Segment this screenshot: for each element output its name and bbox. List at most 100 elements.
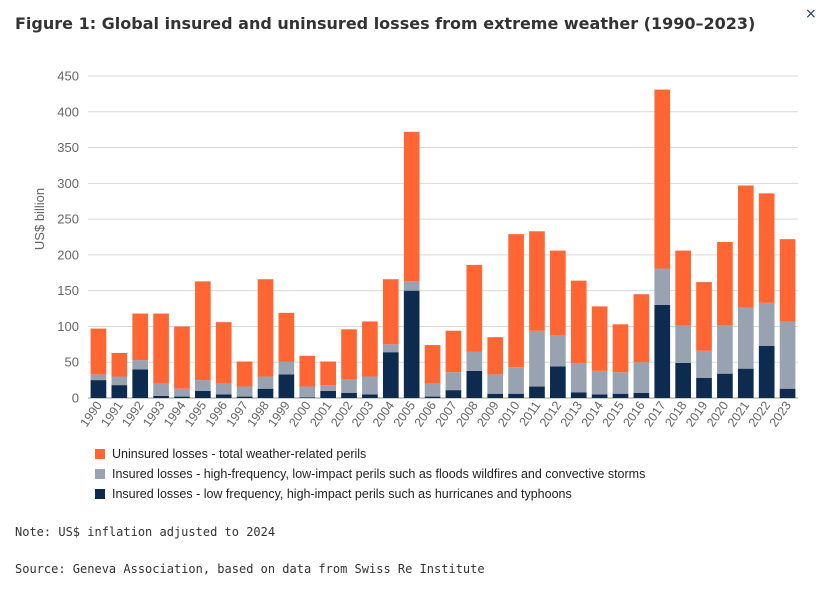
bar-segment-2013-2	[570, 280, 587, 363]
bar-segment-1995-2	[195, 281, 211, 381]
x-tick-label-2003: 2003	[349, 399, 376, 430]
x-tick-label-2002: 2002	[328, 399, 355, 430]
bar-segment-2015-2	[612, 324, 629, 373]
bar-segment-2005-2	[403, 131, 420, 282]
x-tick-label-1999: 1999	[265, 399, 292, 430]
y-tick-label: 100	[57, 319, 79, 334]
bar-segment-2023-0	[779, 388, 796, 398]
bar-segment-2015-1	[612, 372, 629, 394]
bar-segment-1990-1	[90, 374, 107, 381]
close-icon[interactable]: ×	[805, 6, 817, 22]
legend-swatch-uninsured	[95, 449, 105, 459]
bar-segment-1994-0	[174, 396, 190, 398]
bar-segment-1997-2	[236, 361, 253, 387]
bar-segment-2000-0	[299, 397, 316, 398]
x-axis-ticks: 1990199119921993199419951996199719981999…	[77, 399, 794, 430]
bar-segment-2010-2	[508, 234, 524, 368]
bar-segment-2012-2	[550, 250, 566, 336]
y-axis-ticks: 0 50 100 150 200 250 300 350 400 450	[57, 69, 79, 406]
note-text: Note: US$ inflation adjusted to 2024	[15, 525, 276, 539]
bar-segment-2019-0	[696, 377, 712, 398]
bar-segment-2012-0	[550, 366, 566, 398]
bar-segment-2006-0	[424, 396, 441, 398]
bar-segment-2002-1	[341, 379, 357, 393]
bar-segment-2020-2	[717, 242, 733, 326]
bar-segment-2003-0	[362, 394, 378, 398]
bar-segment-2006-2	[424, 345, 441, 384]
x-tick-label-1997: 1997	[224, 399, 251, 430]
bar-segment-2001-0	[320, 390, 336, 398]
bars	[90, 89, 796, 398]
bar-segment-1992-2	[132, 313, 149, 361]
y-tick-label: 450	[57, 69, 79, 84]
bar-segment-1998-0	[257, 388, 274, 398]
legend-swatch-insured-high-frequency	[95, 469, 105, 479]
y-tick-label: 350	[57, 140, 79, 155]
x-tick-label-1990: 1990	[77, 399, 104, 430]
x-tick-label-2001: 2001	[307, 399, 334, 430]
bar-segment-2023-1	[779, 321, 796, 389]
x-tick-label-1995: 1995	[182, 399, 209, 430]
bar-segment-2005-1	[403, 281, 420, 291]
bar-segment-2009-2	[487, 337, 504, 375]
bar-segment-2018-2	[675, 250, 691, 326]
bar-segment-2003-2	[362, 321, 378, 377]
y-tick-label: 250	[57, 212, 79, 227]
x-tick-label-1991: 1991	[98, 399, 125, 430]
bar-segment-1991-1	[111, 376, 128, 386]
bar-segment-1991-2	[111, 352, 128, 377]
bar-segment-2020-1	[717, 325, 733, 374]
legend-label-insured-high-frequency: Insured losses - high-frequency, low-imp…	[112, 467, 646, 481]
x-tick-label-2004: 2004	[370, 399, 397, 430]
stacked-bar-chart: 0 50 100 150 200 250 300 350 400 450 199019911992…	[32, 69, 798, 430]
x-tick-label-2006: 2006	[412, 399, 439, 430]
bar-segment-2016-2	[633, 294, 650, 363]
bar-segment-2004-2	[382, 279, 399, 345]
bar-segment-1992-0	[132, 369, 149, 398]
x-tick-label-2012: 2012	[537, 399, 564, 430]
bar-segment-1992-1	[132, 360, 149, 370]
bar-segment-2001-1	[320, 385, 336, 391]
legend: Uninsured losses - total weather-related…	[95, 444, 645, 504]
legend-label-uninsured: Uninsured losses - total weather-related…	[112, 447, 367, 461]
x-tick-label-2021: 2021	[725, 399, 752, 430]
bar-segment-2012-1	[550, 335, 566, 367]
bar-segment-2008-1	[466, 351, 483, 371]
legend-swatch-insured-low-frequency	[95, 489, 105, 499]
source-text: Source: Geneva Association, based on dat…	[15, 562, 485, 576]
bar-segment-1995-1	[195, 380, 211, 391]
bar-segment-1999-1	[278, 361, 295, 375]
bar-segment-2017-1	[654, 268, 671, 305]
x-tick-label-2014: 2014	[579, 399, 606, 430]
y-tick-label: 150	[57, 283, 79, 298]
y-axis-title: US$ billion	[32, 188, 47, 250]
bar-segment-2014-1	[591, 370, 608, 395]
x-tick-label-1994: 1994	[161, 399, 188, 430]
bar-segment-2008-0	[466, 370, 483, 398]
x-tick-label-2009: 2009	[474, 399, 501, 430]
bar-segment-1993-1	[153, 383, 169, 396]
bar-segment-2022-2	[758, 193, 775, 303]
bar-segment-1997-1	[236, 386, 253, 397]
bar-segment-2006-1	[424, 383, 441, 397]
bar-segment-2013-1	[570, 362, 587, 393]
bar-segment-2022-0	[758, 345, 775, 398]
bar-segment-2004-1	[382, 344, 399, 353]
bar-segment-2000-1	[299, 386, 316, 398]
bar-segment-1994-1	[174, 388, 190, 397]
bar-segment-1994-2	[174, 326, 190, 389]
x-tick-label-1998: 1998	[245, 399, 272, 430]
bar-segment-2011-1	[529, 330, 545, 387]
x-tick-label-2007: 2007	[432, 399, 459, 430]
bar-segment-2004-0	[382, 352, 399, 398]
x-tick-label-2005: 2005	[391, 399, 418, 430]
bar-segment-1996-1	[215, 383, 232, 395]
bar-segment-2015-0	[612, 393, 629, 398]
bar-segment-2001-2	[320, 361, 336, 386]
bar-segment-2014-0	[591, 394, 608, 398]
bar-segment-1999-0	[278, 374, 295, 398]
bar-segment-2023-2	[779, 239, 796, 322]
x-tick-label-2020: 2020	[704, 399, 731, 430]
x-tick-label-2013: 2013	[558, 399, 585, 430]
legend-item-uninsured: Uninsured losses - total weather-related…	[95, 444, 645, 464]
